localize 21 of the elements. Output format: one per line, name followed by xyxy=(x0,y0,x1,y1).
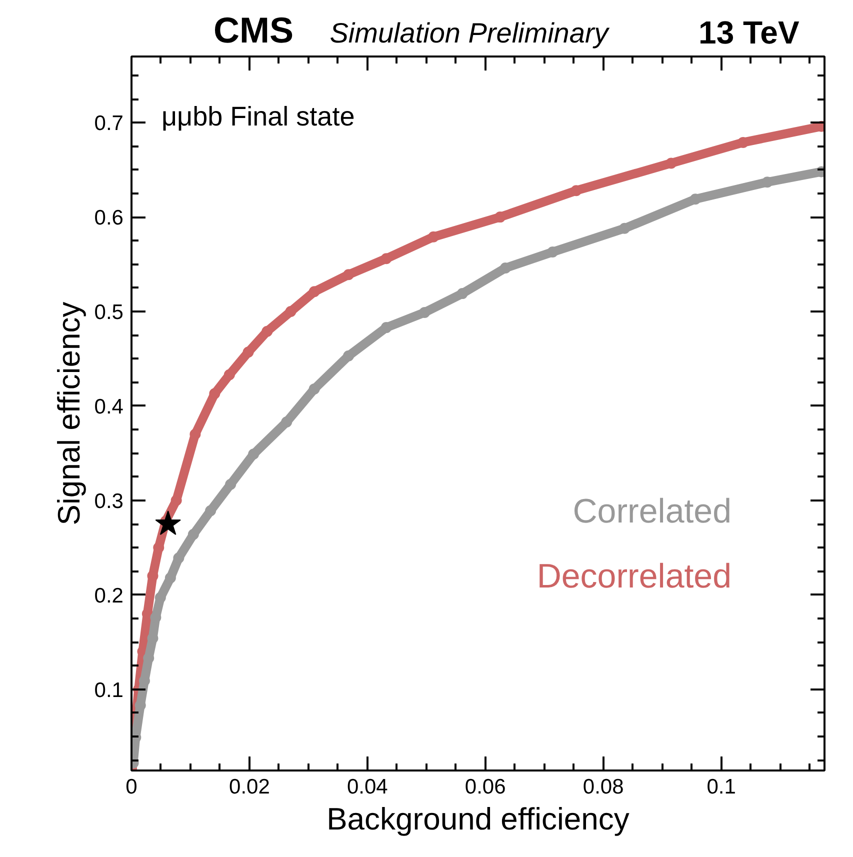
annotation: μμbb Final state xyxy=(162,102,355,132)
x-tick-label: 0.04 xyxy=(346,776,388,798)
y-tick-label: 0.7 xyxy=(94,112,124,136)
x-tick-label: 0.02 xyxy=(229,776,270,798)
text: 13 TeV xyxy=(698,14,800,50)
x-tick-label: 0.08 xyxy=(582,776,624,798)
x-axis-title: Background efficiency xyxy=(326,802,630,836)
x-tick-label: 0 xyxy=(126,776,138,798)
text: Correlated xyxy=(572,492,732,530)
y-tick-label: 0.5 xyxy=(94,301,124,324)
chart-title: CMS xyxy=(214,10,294,50)
y-tick-label: 0.3 xyxy=(94,490,124,513)
chart-subtitle: Simulation Preliminary xyxy=(330,18,610,48)
text: Decorrelated xyxy=(536,558,732,596)
y-axis-title: Signal efficiency xyxy=(51,301,86,526)
y-tick-label: 0.1 xyxy=(94,678,124,702)
y-tick-label: 0.4 xyxy=(94,395,124,418)
x-tick-label: 0.1 xyxy=(706,776,736,798)
x-tick-label: 0.06 xyxy=(464,776,506,798)
y-tick-label: 0.6 xyxy=(94,206,124,230)
y-tick-label: 0.2 xyxy=(94,584,124,608)
